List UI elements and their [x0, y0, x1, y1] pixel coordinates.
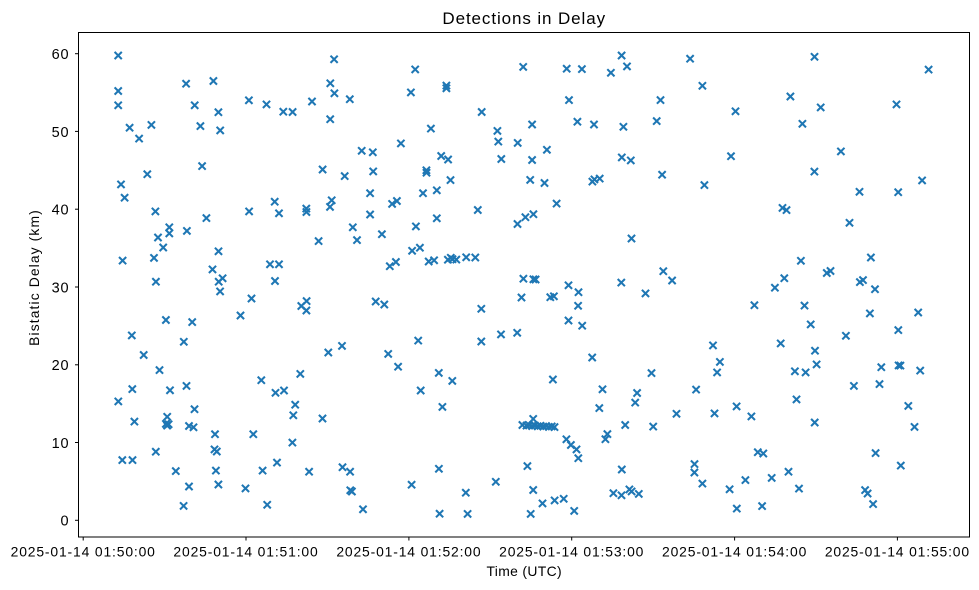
- svg-text:2025-01-14 01:53:00: 2025-01-14 01:53:00: [499, 544, 644, 560]
- svg-text:2025-01-14 01:55:00: 2025-01-14 01:55:00: [825, 544, 970, 560]
- svg-text:30: 30: [52, 280, 70, 296]
- svg-text:10: 10: [52, 436, 70, 452]
- svg-text:Bistatic Delay (km): Bistatic Delay (km): [26, 209, 42, 346]
- svg-text:Detections in Delay: Detections in Delay: [442, 9, 606, 28]
- svg-text:0: 0: [61, 514, 70, 530]
- svg-text:2025-01-14 01:51:00: 2025-01-14 01:51:00: [173, 544, 318, 560]
- svg-text:60: 60: [52, 47, 70, 63]
- svg-text:20: 20: [52, 358, 70, 374]
- svg-text:2025-01-14 01:50:00: 2025-01-14 01:50:00: [11, 544, 156, 560]
- svg-text:2025-01-14 01:54:00: 2025-01-14 01:54:00: [662, 544, 807, 560]
- svg-text:50: 50: [52, 125, 70, 141]
- svg-text:40: 40: [52, 203, 70, 219]
- svg-text:2025-01-14 01:52:00: 2025-01-14 01:52:00: [336, 544, 481, 560]
- svg-text:Time (UTC): Time (UTC): [486, 563, 562, 579]
